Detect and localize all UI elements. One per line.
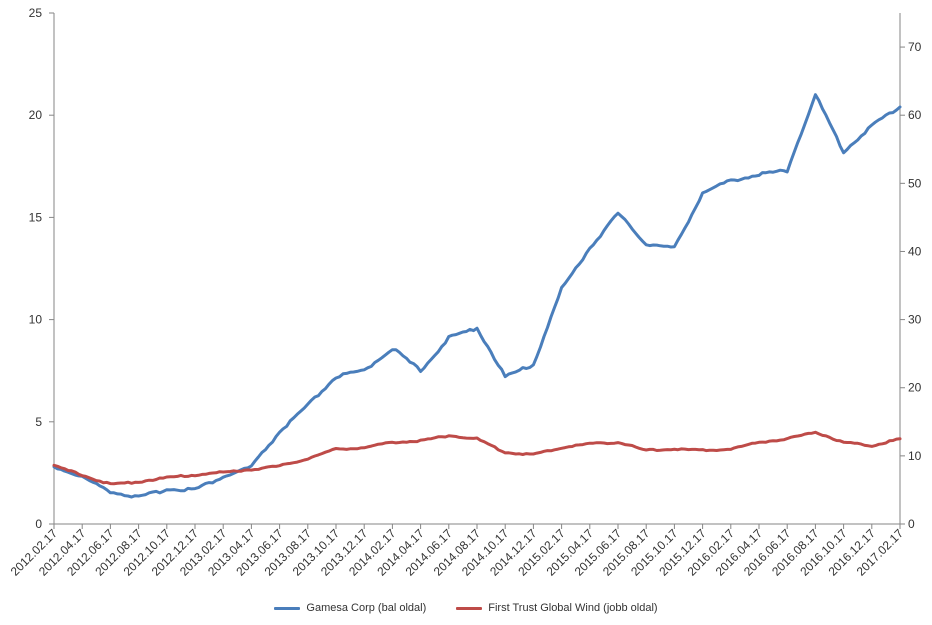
chart-legend: Gamesa Corp (bal oldal) First Trust Glob… <box>0 600 932 616</box>
right-tick-label: 10 <box>908 449 922 463</box>
right-tick-label: 0 <box>908 517 915 531</box>
legend-label-gamesa: Gamesa Corp (bal oldal) <box>306 602 427 614</box>
series-line-first-trust <box>52 430 902 486</box>
right-tick-label: 30 <box>908 313 922 327</box>
right-tick-label: 40 <box>908 244 922 258</box>
right-tick-label: 20 <box>908 381 922 395</box>
legend-swatch-first-trust <box>456 606 483 610</box>
left-tick-label: 20 <box>29 108 43 122</box>
left-tick-label: 0 <box>35 517 42 531</box>
chart-axes <box>49 12 905 529</box>
legend-label-first-trust: First Trust Global Wind (jobb oldal) <box>488 602 658 614</box>
series-line-gamesa <box>52 93 902 499</box>
left-tick-label: 25 <box>29 6 43 20</box>
tick-labels: 05101520250102030405060702012.02.172012.… <box>8 6 922 579</box>
right-tick-label: 50 <box>908 176 922 190</box>
left-tick-label: 15 <box>29 210 43 224</box>
legend-swatch-gamesa <box>274 606 301 610</box>
right-tick-label: 70 <box>908 40 922 54</box>
right-tick-label: 60 <box>908 108 922 122</box>
left-tick-label: 10 <box>29 313 43 327</box>
legend-item-first-trust: First Trust Global Wind (jobb oldal) <box>456 600 658 616</box>
left-tick-label: 5 <box>35 415 42 429</box>
series-layer <box>52 93 902 499</box>
legend-item-gamesa: Gamesa Corp (bal oldal) <box>274 600 426 616</box>
